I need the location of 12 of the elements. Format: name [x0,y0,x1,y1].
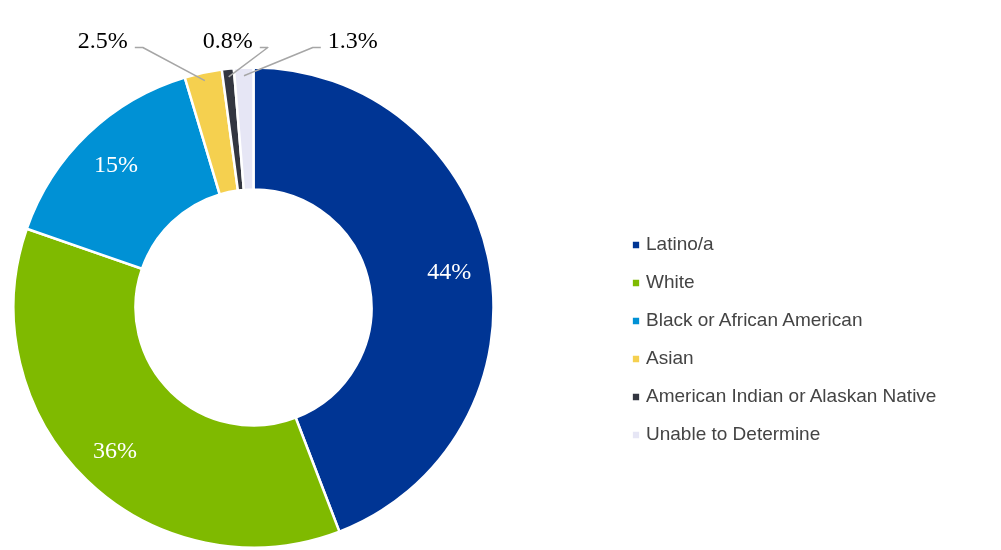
legend-label: American Indian or Alaskan Native [646,385,937,407]
legend-label: White [646,271,695,293]
data-label: 36% [93,437,138,464]
data-label: 1.3% [327,26,378,53]
data-label: 44% [427,258,472,285]
data-label: 2.5% [77,26,128,53]
legend-label: Asian [646,347,694,369]
data-label: 15% [93,150,138,177]
legend-label: Unable to Determine [646,423,821,445]
legend-label: Black or African American [646,309,863,331]
legend-label: Latino/a [646,233,714,255]
data-label: 0.8% [202,26,253,53]
